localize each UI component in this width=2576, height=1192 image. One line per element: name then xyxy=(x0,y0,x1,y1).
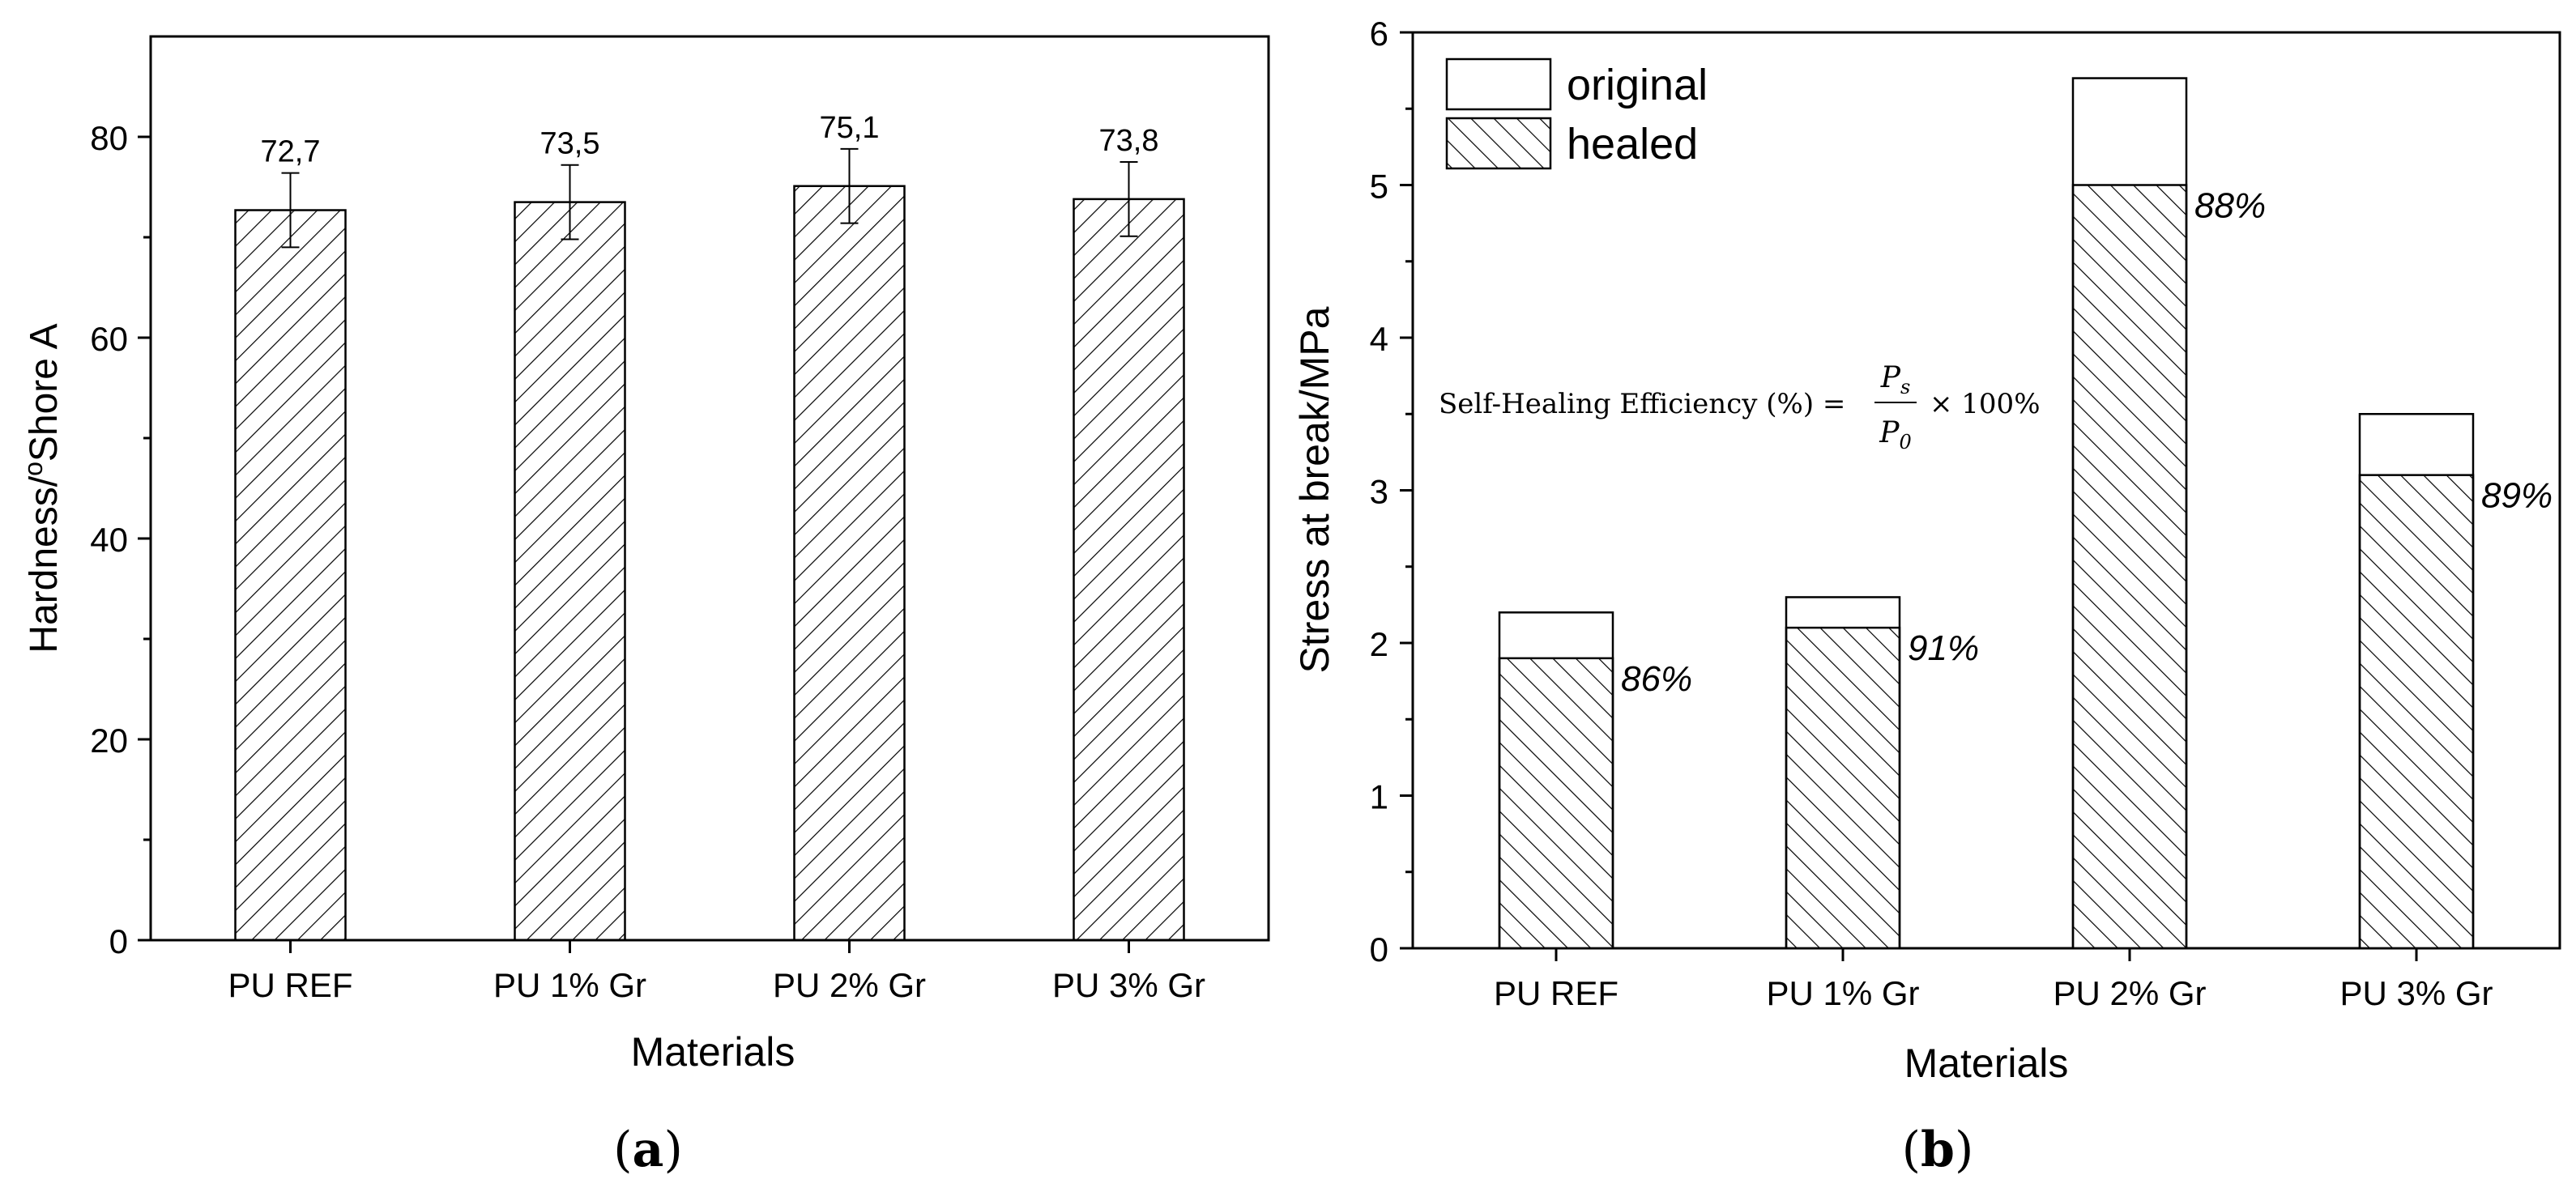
y-tick-label-b: 5 xyxy=(1370,168,1388,206)
bar-healed xyxy=(1785,626,1901,950)
x-tick-label-b: PU 1% Gr xyxy=(1766,974,1919,1012)
efficiency-label: 91% xyxy=(1908,628,1979,668)
y-tick-label-b: 4 xyxy=(1370,320,1388,358)
efficiency-label: 89% xyxy=(2481,476,2553,516)
x-tick-label-b: PU 2% Gr xyxy=(2053,974,2206,1012)
y-axis-title-a-tail: Shore A xyxy=(23,323,66,462)
y-axis-title-b: Stress at break/MPa xyxy=(1292,306,1337,673)
y-tick-label-b: 2 xyxy=(1370,625,1388,663)
x-tick-label-a: PU REF xyxy=(228,966,352,1004)
x-tick-label-a: PU 1% Gr xyxy=(493,966,646,1004)
bars-b: 86% 91% 88% 89% xyxy=(1498,77,2553,950)
efficiency-formula: Self-Healing Efficiency (%) = Ps P0 × 10… xyxy=(1439,361,2041,453)
y-axis-a: 0 20 40 60 80 PU REF PU 1% Gr PU 2% Gr PU 3% Gr xyxy=(90,119,1205,1004)
x-axis-title-a: Materials xyxy=(631,1029,795,1075)
y-tick-label-b: 6 xyxy=(1370,15,1388,53)
legend-swatch-original xyxy=(1445,57,1552,111)
y-tick-label-b: 3 xyxy=(1370,473,1388,511)
y-axis-title-a-main: Hardness/ xyxy=(23,475,66,653)
y-axis-title-a-degree: o xyxy=(19,462,48,476)
legend: original healed xyxy=(1445,57,1708,170)
panel-label-b: (b) xyxy=(1902,1122,1974,1178)
bar-hardness xyxy=(1073,198,1185,942)
bar-healed xyxy=(2358,474,2475,950)
y-tick-label-a: 20 xyxy=(90,722,128,760)
efficiency-label: 86% xyxy=(1621,659,1692,699)
formula-prefix: Self-Healing Efficiency (%) = xyxy=(1439,388,1845,420)
legend-label-original: original xyxy=(1567,61,1708,109)
formula-numerator-p: P xyxy=(1880,361,1901,394)
y-tick-label-b: 1 xyxy=(1370,778,1388,816)
panel-label-a: (a) xyxy=(613,1122,683,1178)
y-axis-b: 0 1 2 3 4 5 6 PU REF PU 1% Gr PU 2% Gr PU 3% Gr xyxy=(1370,15,2493,1012)
value-label: 72,7 xyxy=(261,135,321,169)
panel-label-b-letter: b xyxy=(1921,1122,1955,1178)
value-label: 73,5 xyxy=(540,127,600,161)
y-tick-label-a: 0 xyxy=(109,922,128,960)
y-axis-title-a: Hardness/oShore A xyxy=(19,323,66,653)
y-tick-label-a: 60 xyxy=(90,320,128,358)
bars-a: 72,7 73,5 75,1 73,8 xyxy=(234,111,1185,942)
value-label: 73,8 xyxy=(1099,124,1159,158)
x-tick-label-a: PU 2% Gr xyxy=(773,966,926,1004)
formula-denominator-sub: 0 xyxy=(1899,431,1911,453)
efficiency-label: 88% xyxy=(2194,186,2266,226)
formula-denominator-p: P xyxy=(1879,416,1900,449)
legend-swatch-healed xyxy=(1445,117,1552,170)
stress-chart: 0 1 2 3 4 5 6 PU REF PU 1% Gr PU 2% Gr PU 3% Gr 86… xyxy=(1292,15,2561,1178)
bar-hardness xyxy=(514,201,626,942)
y-tick-label-b: 0 xyxy=(1370,930,1388,968)
bar-hardness xyxy=(793,185,906,942)
y-tick-label-a: 40 xyxy=(90,521,128,559)
formula-numerator-sub: s xyxy=(1900,376,1910,398)
x-tick-label-b: PU REF xyxy=(1494,974,1619,1012)
panel-label-a-letter: a xyxy=(633,1122,664,1178)
bar-hardness xyxy=(234,209,347,942)
x-tick-label-b: PU 3% Gr xyxy=(2339,974,2493,1012)
x-tick-label-a: PU 3% Gr xyxy=(1052,966,1205,1004)
formula-numerator: Ps xyxy=(1880,361,1911,398)
plot-frame-a xyxy=(149,35,1270,942)
formula-suffix: × 100% xyxy=(1930,388,2041,420)
y-tick-label-a: 80 xyxy=(90,119,128,157)
value-label: 75,1 xyxy=(820,111,880,145)
bar-healed xyxy=(1498,657,1614,950)
formula-denominator: P0 xyxy=(1879,416,1912,453)
x-axis-title-b: Materials xyxy=(1904,1041,2069,1086)
bar-healed xyxy=(2071,184,2188,950)
legend-label-healed: healed xyxy=(1567,120,1698,168)
